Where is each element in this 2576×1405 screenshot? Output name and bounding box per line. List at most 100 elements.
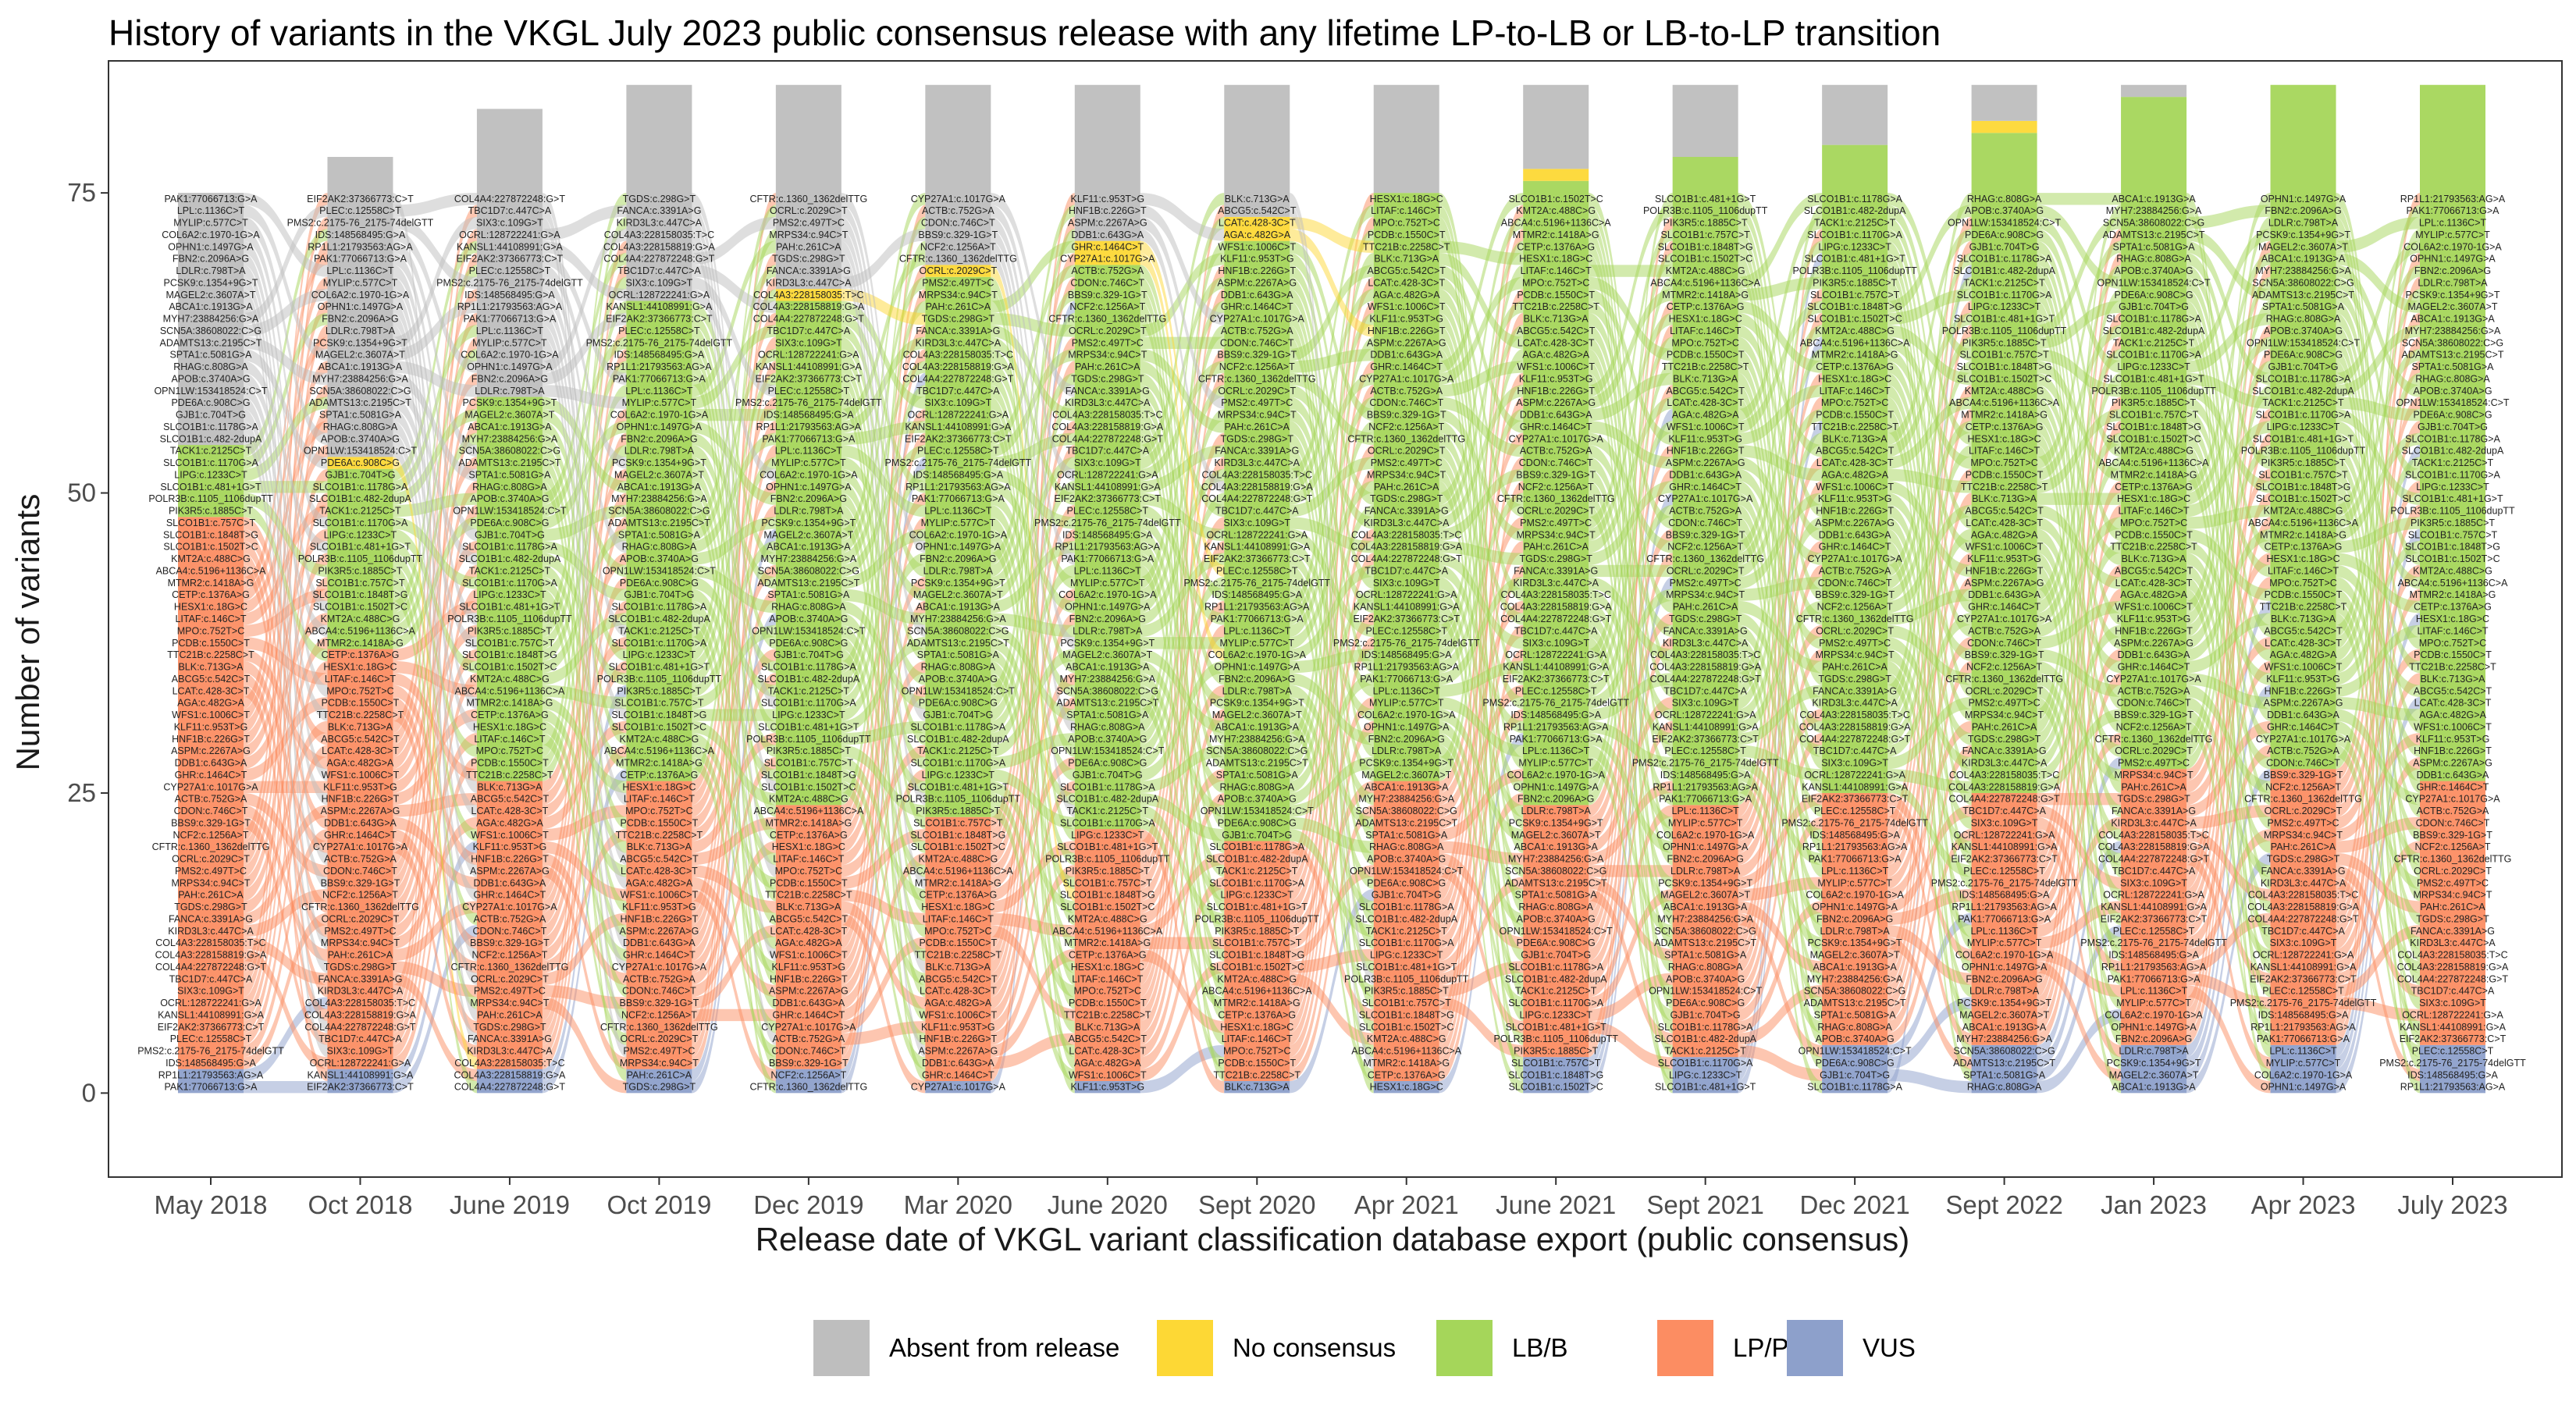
variant-label: TTC21B:c.2258C>T: [915, 950, 1002, 961]
variant-label: OCRL:c.2029C>T: [322, 913, 400, 924]
flow-11-56: [1888, 408, 1972, 973]
variant-label: LITAF:c.146C>T: [2268, 565, 2339, 576]
flow-2-69: [542, 253, 627, 386]
variant-label: SIX3:c.109G>T: [2120, 877, 2187, 888]
variant-label: AGA:c.482G>A: [2419, 710, 2486, 720]
variant-label: RHAG:c.808G>A: [2415, 373, 2490, 384]
flow-8-66: [1439, 289, 1524, 601]
variant-label: RHAG:c.808G>A: [2266, 314, 2341, 325]
variant-label: PCDB:c.1550C>T: [1517, 290, 1595, 301]
flow-14-36: [2336, 372, 2420, 661]
variant-label: COL4A4:227872248:G>T: [1201, 493, 1312, 504]
flow-3-40: [692, 600, 776, 866]
stratum-absent-from-release-11: [1822, 84, 1888, 145]
variant-label: PAH:c.261C>A: [926, 301, 991, 312]
variant-label: ABCA4:c.5196+1136C>A: [2248, 518, 2359, 528]
variant-label: COL4A4:227872248:G>T: [304, 1022, 415, 1033]
flow-14-62: [2336, 336, 2420, 902]
variant-label: DDB1:c.643G>A: [1819, 529, 1891, 540]
variant-label: APOB:c.3740A>G: [1965, 205, 2044, 216]
variant-label: LITAF:c.146C>T: [2417, 625, 2488, 636]
variant-label: SLCO1B1:c.481+1G>T: [1655, 194, 1756, 205]
flow-3-48: [692, 504, 776, 1094]
variant-label: MYH7:23884256:G>A: [312, 373, 408, 384]
variant-label: KANSL1:44108991:G>A: [1653, 721, 1759, 732]
flow-0-41: [244, 336, 328, 601]
variant-label: KMT2A:c.488C>G: [171, 553, 251, 564]
flow-3-72: [692, 216, 776, 877]
flow-5-48: [991, 504, 1075, 781]
flow-7-66: [1290, 289, 1374, 757]
flow-14-35: [2336, 457, 2420, 674]
variant-label: HNF1B:c.226G>T: [1517, 386, 1595, 397]
variant-label: GJB1:c.704T>G: [1969, 241, 2040, 252]
variant-label: MYH7:23884256:G>A: [163, 314, 259, 325]
variant-label: LIPG:c.1233C>T: [623, 649, 696, 660]
x-axis-title: Release date of VKGL variant classificat…: [756, 1221, 1910, 1257]
variant-label: BBS9:c.329-1G>T: [2413, 830, 2492, 841]
variant-label: LPL:c.1136C>T: [625, 386, 693, 397]
variant-label: LIPG:c.1233C>T: [473, 589, 546, 600]
variant-label: SLCO1B1:c.1170G>A: [2256, 410, 2351, 421]
variant-label: CYP27A1:c.1017G>A: [1957, 614, 2052, 624]
variant-label: OCRL:128722241:G>A: [1655, 710, 1756, 720]
variant-label: SLCO1B1:c.757C>T: [1810, 290, 1900, 301]
variant-label: ABCA4:c.5196+1136C>A: [1501, 218, 1612, 229]
variant-label: MTMR2:c.1418A>G: [1513, 229, 1599, 240]
flow-8-44: [1439, 553, 1524, 649]
flow-5-66: [991, 289, 1075, 1069]
flow-5-68: [991, 265, 1075, 902]
flow-2-0: [542, 769, 627, 1094]
stratum-lb-b-2: [476, 397, 543, 781]
variant-label: FANCA:c.3391A>G: [1514, 565, 1598, 576]
variant-label: ASPM:c.2267A>G: [1516, 397, 1596, 408]
variant-label: FBN2:c.2096A>G: [1219, 674, 1295, 685]
flow-1-51: [393, 240, 477, 482]
variant-label: OCRL:128722241:G>A: [2103, 890, 2204, 901]
flow-2-72: [542, 216, 627, 1033]
variant-label: MTMR2:c.1418A>G: [765, 817, 852, 828]
flow-9-27: [1589, 756, 1673, 1022]
variant-label: SIX3:c.109G>T: [625, 277, 692, 288]
flow-0-23: [244, 805, 328, 962]
variant-label: OPHN1:c.1497G>A: [168, 241, 254, 252]
variant-label: PDE6A:c.908C>G: [2264, 350, 2343, 361]
variant-label: HESX1:c.18G>C: [1968, 433, 2041, 444]
variant-label: SLCO1B1:c.1502T>C: [2256, 493, 2350, 504]
variant-label: LDLR:c.798T>A: [2418, 277, 2488, 288]
variant-label: WFS1:c.1006C>T: [2414, 721, 2492, 732]
variant-label: KLF11:c.953T>G: [1369, 314, 1443, 325]
variant-label: CETP:c.1376A>G: [1667, 301, 1745, 312]
variant-label: CFTR:c.1360_1362delTTG: [600, 1022, 718, 1033]
variant-label: MAGEL2:c.3607A>T: [614, 469, 704, 480]
variant-label: PCDB:c.1550C>T: [172, 638, 250, 649]
flow-2-23: [542, 637, 627, 817]
variant-label: SLCO1B1:c.1170G>A: [2405, 469, 2500, 480]
variant-label: COL6A2:c.1970-1G>A: [461, 350, 559, 361]
variant-label: LIPG:c.1233C>T: [772, 710, 845, 720]
flow-11-12: [1888, 937, 1972, 1069]
variant-label: PAK1:77066713:G>A: [1659, 794, 1752, 805]
flow-7-41: [1290, 589, 1374, 1058]
variant-label: SLCO1B1:c.1178G>A: [761, 662, 856, 673]
variant-label: ABCA1:c.1913G>A: [2261, 254, 2346, 265]
variant-label: MYLIP:c.577C>T: [1070, 578, 1145, 589]
flow-2-41: [542, 589, 627, 937]
variant-label: TGDS:c.298G>T: [772, 254, 845, 265]
flow-12-34: [2037, 673, 2122, 866]
variant-label: MTMR2:c.1418A>G: [2410, 589, 2496, 600]
flow-1-56: [393, 408, 477, 734]
variant-label: MRPS34:c.94C>T: [171, 877, 250, 888]
variant-label: BLK:c.713G>A: [627, 841, 692, 852]
variant-label: PMS2:c.497T>C: [1819, 638, 1891, 649]
flow-2-60: [542, 229, 627, 373]
variant-label: LDLR:c.798T>A: [475, 386, 545, 397]
flow-4-53: [841, 445, 926, 518]
variant-label: PDE6A:c.908C>G: [620, 578, 699, 589]
variant-label: SLCO1B1:c.481+1G>T: [908, 781, 1009, 792]
flow-9-52: [1589, 457, 1673, 721]
variant-label: SLCO1B1:c.1502T>C: [1957, 373, 2051, 384]
variant-label: PAH:c.261C>A: [477, 1009, 543, 1020]
variant-label: COL4A3:228158035:T>C: [2248, 890, 2358, 901]
